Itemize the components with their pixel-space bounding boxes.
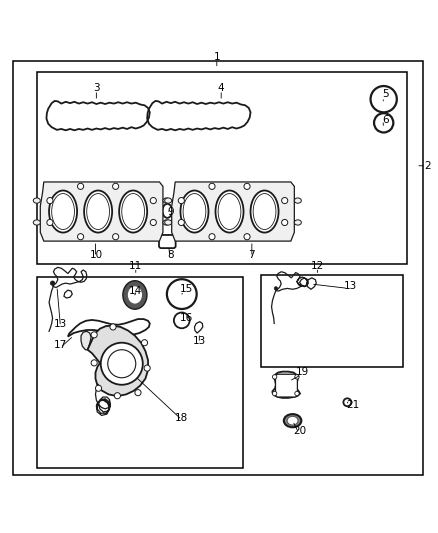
Polygon shape [88, 326, 148, 396]
Polygon shape [81, 332, 91, 350]
Text: 5: 5 [382, 90, 389, 99]
Ellipse shape [165, 198, 172, 203]
Text: 15: 15 [180, 284, 193, 294]
Ellipse shape [215, 190, 244, 232]
Ellipse shape [84, 190, 112, 232]
Text: 3: 3 [93, 83, 100, 93]
FancyBboxPatch shape [276, 374, 297, 397]
Ellipse shape [287, 416, 298, 425]
Text: 13: 13 [344, 281, 357, 291]
Circle shape [209, 233, 215, 240]
Text: 13: 13 [193, 336, 206, 346]
Ellipse shape [163, 198, 170, 203]
Ellipse shape [127, 286, 142, 304]
Circle shape [47, 198, 53, 204]
Ellipse shape [33, 198, 40, 203]
Ellipse shape [180, 190, 208, 232]
Circle shape [282, 220, 288, 225]
Text: 19: 19 [296, 367, 309, 377]
Circle shape [244, 233, 250, 240]
Text: 6: 6 [382, 115, 389, 125]
Text: 12: 12 [311, 261, 324, 271]
Text: 13: 13 [54, 319, 67, 329]
Ellipse shape [251, 190, 279, 232]
Ellipse shape [49, 190, 77, 232]
Text: 2: 2 [424, 161, 431, 171]
Circle shape [178, 198, 184, 204]
Circle shape [178, 220, 184, 225]
Polygon shape [40, 182, 163, 241]
Circle shape [272, 375, 277, 379]
Ellipse shape [119, 190, 147, 232]
Text: 7: 7 [248, 249, 255, 260]
Circle shape [95, 385, 102, 391]
Ellipse shape [284, 414, 301, 427]
Text: 18: 18 [175, 413, 188, 423]
Text: 17: 17 [54, 341, 67, 350]
Text: 14: 14 [129, 286, 142, 296]
Text: 8: 8 [167, 249, 174, 260]
Circle shape [50, 281, 55, 285]
Circle shape [282, 198, 288, 204]
Circle shape [150, 220, 156, 225]
Circle shape [78, 183, 84, 189]
Bar [261, 275, 403, 367]
Ellipse shape [163, 220, 170, 225]
Circle shape [91, 332, 97, 338]
Text: 21: 21 [346, 400, 359, 410]
Circle shape [295, 391, 299, 395]
Circle shape [272, 391, 277, 395]
Circle shape [47, 220, 53, 225]
Circle shape [110, 324, 116, 330]
Circle shape [101, 343, 143, 385]
Circle shape [295, 375, 299, 379]
Circle shape [113, 233, 119, 240]
Polygon shape [172, 182, 294, 241]
Circle shape [135, 390, 141, 395]
Circle shape [78, 233, 84, 240]
Circle shape [144, 365, 150, 371]
Text: 10: 10 [90, 249, 103, 260]
Ellipse shape [123, 281, 147, 309]
Text: 1: 1 [213, 52, 220, 62]
Text: 9: 9 [167, 207, 174, 217]
Ellipse shape [294, 198, 301, 203]
Text: 16: 16 [180, 313, 193, 323]
Circle shape [141, 340, 148, 346]
Text: 4: 4 [218, 83, 225, 93]
Ellipse shape [33, 220, 40, 225]
Text: 20: 20 [293, 426, 307, 436]
Circle shape [91, 360, 97, 366]
Text: 11: 11 [129, 261, 142, 271]
Circle shape [274, 287, 278, 290]
Bar [37, 278, 243, 468]
Circle shape [114, 393, 120, 399]
Polygon shape [272, 372, 300, 398]
Circle shape [150, 198, 156, 204]
Ellipse shape [294, 220, 301, 225]
Circle shape [209, 183, 215, 189]
Ellipse shape [165, 220, 172, 225]
Circle shape [113, 183, 119, 189]
Circle shape [244, 183, 250, 189]
Bar [37, 71, 407, 264]
